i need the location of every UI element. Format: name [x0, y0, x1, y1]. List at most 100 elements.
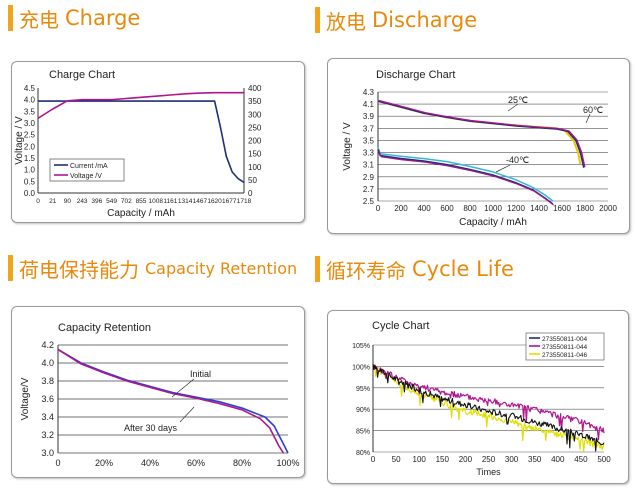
y2-tick-label: 250 — [248, 123, 262, 132]
y-tick-label: 2.0 — [24, 142, 36, 151]
chart-title: Cycle Chart — [372, 320, 429, 332]
y-tick-label: 3.1 — [363, 161, 375, 170]
x-tick-label: 1600 — [553, 204, 571, 213]
y2-tick-label: 50 — [248, 176, 257, 185]
x-tick-label: 549 — [106, 198, 117, 205]
accent-bar — [8, 255, 13, 281]
annotation-initial: Initial — [190, 369, 211, 379]
accent-bar — [8, 5, 13, 31]
x-tick-label: 396 — [91, 198, 102, 205]
annotation-after-30-days: After 30 days — [124, 423, 178, 433]
y2-tick-label: 0 — [248, 189, 253, 198]
x-tick-label: 80% — [233, 458, 251, 468]
x-tick-label: 1718 — [237, 198, 252, 205]
y-tick-label: 4.0 — [41, 358, 54, 368]
x-tick-label: 702 — [121, 198, 132, 205]
y2-tick-label: 200 — [248, 137, 262, 146]
section-header-cycle: 循环寿命 Cycle Life — [315, 251, 630, 287]
x-tick-label: 2000 — [599, 204, 617, 213]
annotation-leader — [171, 378, 195, 398]
y-tick-label: 1.0 — [24, 166, 36, 175]
y-axis-label: Voltage / V — [342, 122, 353, 171]
series-line-minus40c-cyan — [377, 147, 554, 202]
section-header-charge: 充电 Charge — [8, 0, 308, 36]
section-header-retention: 荷电保持能力 Capacity Retention — [8, 250, 311, 286]
series-line-25c — [377, 100, 585, 168]
charge-chart-panel: Charge Chart 0.0 0.5 1.0 1.5 2.0 2.5 3.0 3.5 4.0 4… — [11, 61, 305, 223]
section-title-en: Charge — [65, 6, 141, 30]
x-tick-label: 855 — [136, 198, 147, 205]
chart-title: Discharge Chart — [376, 69, 455, 81]
x-tick-label: 100% — [276, 458, 299, 468]
discharge-chart-panel: Discharge Chart 2.5 2.7 2.9 3.1 3.3 3.5 3.7 3.9 4… — [327, 58, 630, 234]
y-tick-label: 2.5 — [24, 131, 36, 140]
x-tick-label: 350 — [528, 455, 542, 464]
x-tick-label: 1400 — [530, 204, 548, 213]
series-line-cycle-0 — [372, 364, 605, 452]
section-title-en: Capacity Retention — [145, 258, 298, 278]
annotation-leader — [495, 164, 511, 173]
y-tick-label: 85% — [356, 429, 370, 436]
y-tick-label: 3.3 — [363, 149, 375, 158]
x-tick-label: 200 — [394, 204, 408, 213]
y-tick-label: 90% — [356, 407, 370, 414]
legend-box — [49, 158, 125, 182]
x-tick-label: 90 — [64, 198, 72, 205]
x-tick-label: 0 — [36, 198, 40, 205]
x-tick-label: 150 — [436, 455, 450, 464]
x-tick-label: 1800 — [576, 204, 594, 213]
accent-bar — [315, 7, 320, 33]
y-tick-label: 4.0 — [24, 96, 36, 105]
legend-label: Voltage /V — [70, 173, 102, 180]
capacity-retention-chart: Capacity Retention 3.0 3.2 3.4 3.6 3.8 4.0 4.2 0… — [20, 322, 300, 468]
series-line-cycle-1 — [372, 364, 605, 441]
y-tick-label: 3.5 — [363, 136, 375, 145]
accent-bar — [315, 256, 320, 282]
x-tick-label: 1677 — [222, 198, 237, 205]
y-tick-label: 80% — [356, 450, 370, 457]
y-tick-label: 0.5 — [24, 177, 36, 186]
y-axis-label: Voltage/V — [20, 377, 31, 420]
x-axis-label: Times — [476, 467, 501, 477]
x-tick-label: 100 — [413, 455, 427, 464]
x-tick-label: 1000 — [484, 204, 502, 213]
section-title-en: Discharge — [372, 8, 478, 32]
series-line-minus40c-magenta — [378, 150, 555, 206]
y-tick-label: 100% — [352, 364, 370, 371]
cycle-chart-panel: Cycle Chart 80% 85% 90% 95% 100% 105% 0 50 100 150… — [327, 310, 629, 484]
y-tick-label: 95% — [356, 386, 370, 393]
x-tick-label: 50 — [392, 455, 401, 464]
x-tick-label: 500 — [597, 455, 611, 464]
section-title-cn: 荷电保持能力 — [19, 257, 139, 282]
x-tick-label: 243 — [77, 198, 88, 205]
legend-label: 273550811-046 — [542, 352, 587, 359]
x-axis-label: Capacity / mAh — [107, 208, 175, 219]
y-tick-label: 4.1 — [363, 100, 375, 109]
series-line-current — [38, 100, 245, 184]
y-tick-label: 3.5 — [24, 107, 36, 116]
x-tick-label: 450 — [574, 455, 588, 464]
x-tick-label: 0 — [371, 455, 376, 464]
y-tick-label: 105% — [352, 343, 370, 350]
y-tick-label: 2.5 — [363, 197, 375, 206]
x-tick-label: 1161 — [163, 198, 177, 205]
series-line-cycle-2 — [372, 366, 605, 452]
y-tick-label: 0.0 — [24, 189, 36, 198]
y-tick-label: 3.0 — [24, 119, 36, 128]
section-title-cn: 放电 — [326, 9, 366, 34]
y-tick-label: 3.4 — [41, 412, 54, 422]
section-title-en: Cycle Life — [412, 257, 514, 281]
series-line-25c-magenta — [378, 99, 586, 168]
y-tick-label: 2.9 — [363, 173, 375, 182]
series-line-after-30-days — [57, 348, 285, 454]
x-tick-label: 200 — [459, 455, 473, 464]
x-tick-label: 400 — [417, 204, 431, 213]
legend-label: 273550811-004 — [542, 336, 587, 343]
x-tick-label: 300 — [505, 455, 519, 464]
x-tick-label: 1008 — [148, 198, 163, 205]
discharge-chart: Discharge Chart 2.5 2.7 2.9 3.1 3.3 3.5 3.7 3.9 4… — [342, 69, 617, 228]
legend-label: 273550811-044 — [542, 344, 587, 351]
annotation-leader — [507, 103, 519, 112]
x-tick-label: 1620 — [207, 198, 222, 205]
y-tick-label: 4.2 — [41, 340, 54, 350]
